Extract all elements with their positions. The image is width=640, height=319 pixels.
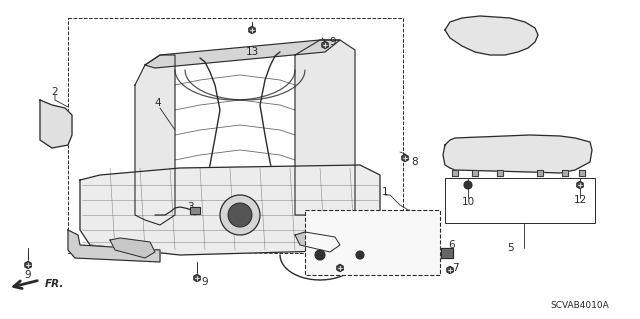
- Bar: [579, 170, 585, 176]
- Text: 1: 1: [381, 187, 388, 197]
- Text: FR.: FR.: [45, 279, 65, 289]
- Bar: [562, 170, 568, 176]
- Bar: [537, 170, 543, 176]
- Circle shape: [464, 181, 472, 189]
- Text: 8: 8: [412, 157, 419, 167]
- Polygon shape: [145, 40, 340, 68]
- Polygon shape: [445, 16, 538, 55]
- Polygon shape: [295, 40, 355, 220]
- Circle shape: [228, 203, 252, 227]
- Text: 10: 10: [461, 197, 475, 207]
- Polygon shape: [402, 154, 408, 161]
- Text: 11: 11: [308, 220, 322, 230]
- Text: 7: 7: [452, 263, 458, 273]
- FancyBboxPatch shape: [305, 210, 440, 275]
- Polygon shape: [135, 55, 175, 225]
- Polygon shape: [25, 262, 31, 269]
- Circle shape: [220, 195, 260, 235]
- Polygon shape: [337, 264, 343, 271]
- Circle shape: [356, 251, 364, 259]
- Bar: [441, 248, 453, 258]
- Text: 9: 9: [25, 270, 31, 280]
- Text: 6: 6: [449, 240, 455, 250]
- Text: 14: 14: [335, 253, 349, 263]
- Polygon shape: [322, 41, 328, 48]
- Bar: [68, 18, 403, 253]
- Bar: [452, 170, 458, 176]
- Polygon shape: [194, 275, 200, 281]
- Text: 9: 9: [330, 37, 336, 47]
- Polygon shape: [80, 165, 380, 255]
- Polygon shape: [443, 135, 592, 173]
- Bar: [472, 170, 478, 176]
- Text: SCVAB4010A: SCVAB4010A: [550, 300, 609, 309]
- Text: 13: 13: [245, 47, 259, 57]
- Text: 5: 5: [507, 243, 513, 253]
- Bar: [441, 248, 453, 258]
- Text: 3: 3: [187, 202, 193, 212]
- Polygon shape: [249, 26, 255, 33]
- Polygon shape: [295, 232, 340, 252]
- Polygon shape: [447, 266, 453, 273]
- Text: 9: 9: [202, 277, 208, 287]
- Circle shape: [315, 250, 325, 260]
- Polygon shape: [577, 182, 583, 189]
- Polygon shape: [375, 225, 395, 262]
- Polygon shape: [40, 100, 72, 148]
- Bar: [497, 170, 503, 176]
- Polygon shape: [110, 238, 155, 258]
- Text: 4: 4: [155, 98, 161, 108]
- Polygon shape: [68, 230, 160, 262]
- Text: 2: 2: [52, 87, 58, 97]
- Bar: [190, 207, 200, 214]
- Text: 12: 12: [573, 195, 587, 205]
- Bar: [190, 207, 200, 214]
- Bar: [445, 178, 595, 223]
